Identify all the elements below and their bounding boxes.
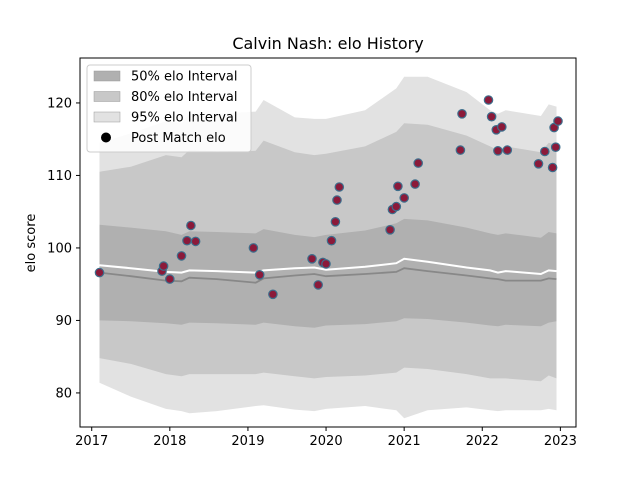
x-tick-label: 2017 (75, 434, 108, 449)
post-match-elo-point (334, 182, 345, 192)
post-match-elo-point (553, 116, 563, 126)
post-match-elo-point (483, 95, 494, 105)
post-match-elo-point (330, 217, 341, 227)
post-match-elo-point (539, 146, 550, 157)
chart-title: Calvin Nash: elo History (232, 34, 423, 53)
median-elo-line (99, 267, 557, 284)
legend-box (86, 64, 252, 153)
post-match-elo-point (321, 259, 331, 269)
post-match-elo-point (326, 235, 337, 246)
post-match-elo-point (254, 269, 265, 280)
legend-band-swatch (93, 111, 121, 123)
post-match-elo-point (94, 267, 105, 278)
x-axis: 2017 2018 2019 2020 2021 2022 2023 (75, 427, 577, 449)
legend-label: 50% elo Interval (131, 70, 238, 85)
y-axis-label: elo score (24, 214, 39, 273)
post-match-elo-point (391, 201, 402, 212)
y-tick-label: 100 (47, 241, 72, 256)
x-tick-label: 2022 (466, 434, 499, 449)
legend-label: Post Match elo (131, 131, 226, 146)
plot-area (94, 76, 563, 419)
y-axis: 80 90 100 110 120 (47, 96, 80, 401)
post-match-elo-point (158, 261, 169, 271)
post-match-elo-point (165, 274, 175, 284)
x-tick-label: 2020 (310, 434, 343, 449)
post-match-elo-point (393, 181, 403, 192)
legend-label: 95% elo Interval (131, 111, 238, 126)
post-match-elo-point (413, 158, 423, 168)
post-match-elo-point (533, 159, 544, 169)
legend-marker-swatch (101, 132, 111, 143)
post-match-elo-point (455, 145, 466, 155)
post-match-elo-point (550, 142, 561, 152)
post-match-elo-point (307, 253, 317, 264)
y-tick-label: 90 (55, 314, 72, 329)
band-50-interval (99, 218, 557, 328)
post-match-elo-point (457, 109, 467, 119)
legend-band-swatch (93, 70, 121, 82)
mean-elo-line (99, 257, 557, 276)
plot-frame (79, 57, 577, 428)
post-match-elo-point (186, 220, 196, 231)
post-match-elo-point (332, 195, 342, 205)
legend-band-swatch (93, 91, 121, 102)
legend: 50% elo Interval 80% elo Interval 95% elo … (86, 64, 252, 153)
post-match-elo-point (313, 280, 323, 290)
post-match-elo-point (190, 236, 201, 247)
post-match-elo-point (486, 111, 497, 122)
post-match-elo-point (496, 122, 507, 132)
post-match-elo-point (493, 146, 503, 156)
post-match-elo-point (410, 179, 420, 189)
x-tick-label: 2019 (231, 434, 264, 449)
post-match-elo-point (268, 289, 278, 300)
x-tick-label: 2018 (153, 434, 186, 449)
post-match-elo-point (502, 145, 513, 155)
post-match-elo-point (399, 193, 409, 203)
post-match-elo-point (176, 251, 187, 261)
post-match-elo-point (182, 235, 192, 246)
x-tick-label: 2021 (388, 434, 421, 449)
y-tick-label: 120 (47, 96, 72, 111)
y-tick-label: 80 (55, 386, 72, 401)
x-tick-label: 2023 (544, 434, 577, 449)
legend-label: 80% elo Interval (131, 90, 238, 105)
y-tick-label: 110 (47, 169, 72, 184)
post-match-elo-point (385, 225, 395, 235)
post-match-elo-point (547, 162, 558, 173)
post-match-elo-point (248, 243, 259, 253)
